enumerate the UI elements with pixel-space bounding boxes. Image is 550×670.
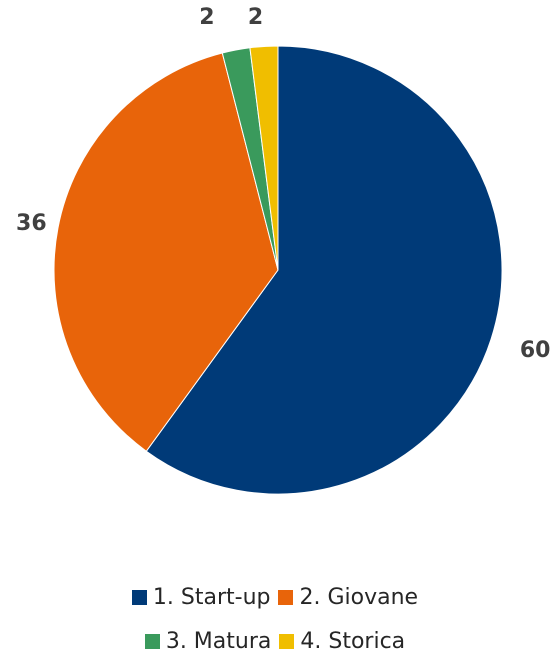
legend-label: 4. Storica (300, 628, 406, 654)
legend: 1. Start-up 2. Giovane 3. Matura 4. Stor… (0, 582, 550, 670)
data-label-matura: 2 (199, 5, 214, 30)
legend-label: 1. Start-up (152, 584, 271, 610)
data-label-giovane: 36 (16, 211, 47, 236)
legend-swatch (131, 589, 147, 605)
pie-slices (53, 45, 503, 495)
legend-label: 2. Giovane (299, 584, 419, 610)
pie-chart: 60 36 2 2 (16, 5, 550, 495)
legend-swatch (278, 589, 294, 605)
legend-item-start-up: 1. Start-up (131, 582, 271, 612)
pie-data-labels: 60 36 2 2 (16, 5, 550, 363)
slice-giovane (53, 52, 279, 452)
slice-storica (249, 45, 279, 271)
legend-swatch (279, 633, 295, 649)
legend-item-giovane: 2. Giovane (278, 582, 418, 612)
legend-row-2: 3. Matura 4. Storica (0, 626, 550, 656)
legend-label: 3. Matura (165, 628, 272, 654)
legend-swatch (144, 633, 160, 649)
slice-start-up (145, 45, 503, 495)
legend-row-1: 1. Start-up 2. Giovane (0, 582, 550, 612)
legend-item-matura: 3. Matura (144, 626, 272, 656)
legend-item-storica: 4. Storica (279, 626, 405, 656)
data-label-storica: 2 (248, 5, 263, 30)
data-label-start-up: 60 (520, 338, 550, 363)
